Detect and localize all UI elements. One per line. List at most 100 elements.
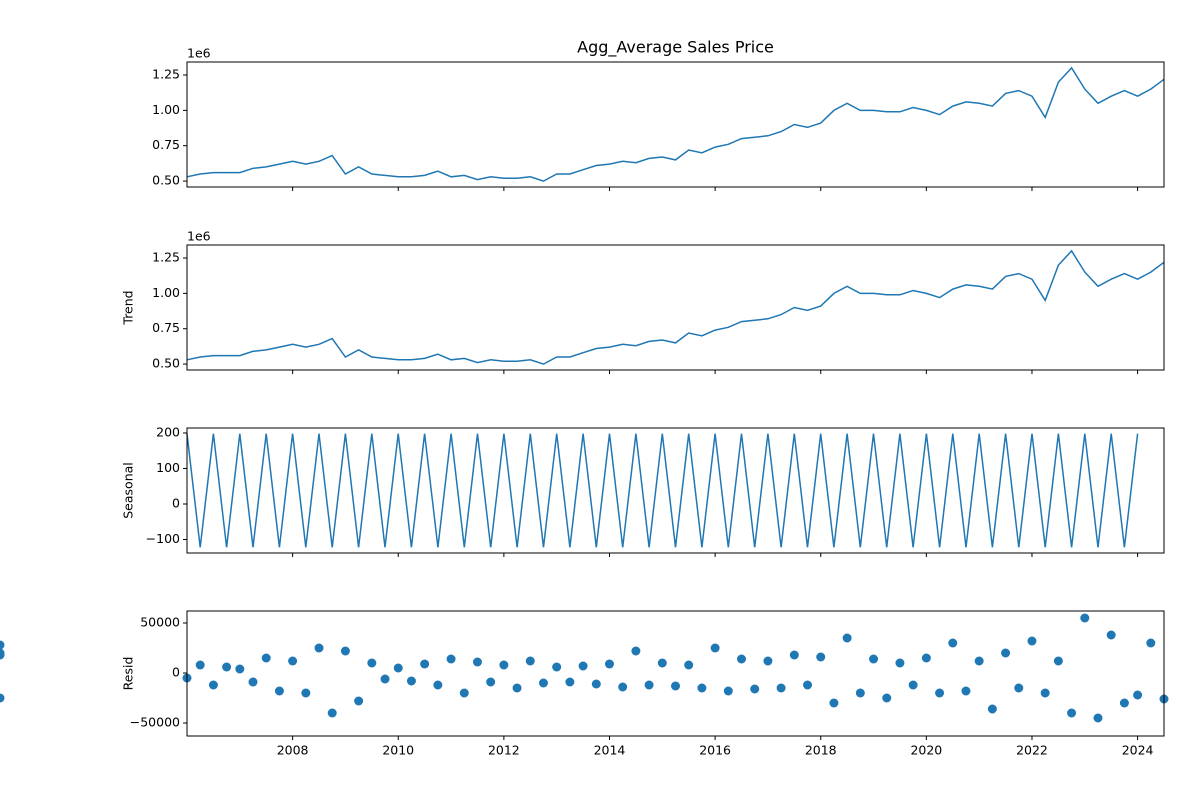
resid-point: [789, 650, 799, 660]
resid-point: [591, 679, 601, 689]
resid-point: [393, 663, 403, 673]
resid-point: [684, 660, 694, 670]
x-tick-label: 2024: [1122, 743, 1154, 758]
panel-frame: [186, 610, 1165, 737]
resid-point: [1093, 713, 1103, 723]
resid-point: [354, 696, 364, 706]
panel-frame: [186, 61, 1165, 188]
resid-point: [710, 643, 720, 653]
resid-point: [750, 684, 760, 694]
resid-point: [248, 677, 258, 687]
resid-point: [618, 682, 628, 692]
resid-point: [340, 646, 350, 656]
resid-point: [380, 674, 390, 684]
resid-point: [301, 688, 311, 698]
resid-point: [1146, 638, 1156, 648]
resid-point: [0, 648, 5, 658]
y-tick-label: 1.00: [152, 285, 180, 300]
resid-point: [288, 656, 298, 666]
resid-point: [961, 686, 971, 696]
resid-point: [486, 677, 496, 687]
y-tick-label: 200: [156, 424, 180, 439]
resid-point: [882, 693, 892, 703]
resid-point: [921, 653, 931, 663]
resid-point: [987, 704, 997, 714]
resid-point: [855, 688, 865, 698]
y-tick-label: 1.00: [152, 102, 180, 117]
x-tick-label: 2008: [277, 743, 309, 758]
resid-point: [406, 676, 416, 686]
resid-point: [499, 660, 509, 670]
resid-point: [948, 638, 958, 648]
resid-point: [631, 646, 641, 656]
y-tick-label: 0.75: [152, 320, 180, 335]
resid-point: [842, 633, 852, 643]
series-line: [186, 433, 1139, 548]
resid-point: [1080, 613, 1090, 623]
x-tick-label: 2018: [805, 743, 837, 758]
resid-point: [657, 658, 667, 668]
resid-point: [803, 680, 813, 690]
resid-point: [697, 683, 707, 693]
y-tick-label: −100: [146, 531, 180, 546]
resid-point: [1027, 636, 1037, 646]
panel-title: Agg_Average Sales Price: [577, 38, 774, 58]
resid-point: [1119, 698, 1129, 708]
resid-point: [512, 683, 522, 693]
resid-point: [0, 693, 5, 703]
y-tick-label: 0.50: [152, 173, 180, 188]
resid-point: [235, 664, 245, 674]
resid-point: [829, 698, 839, 708]
resid-point: [420, 659, 430, 669]
resid-point: [671, 681, 680, 691]
resid-point: [446, 654, 456, 664]
resid-point: [869, 654, 879, 664]
resid-point: [1014, 683, 1024, 693]
resid-point: [314, 643, 324, 653]
resid-point: [274, 686, 284, 696]
resid-point: [327, 708, 337, 718]
resid-point: [935, 688, 945, 698]
resid-point: [195, 660, 205, 670]
y-tick-label: 50000: [140, 615, 180, 630]
resid-point: [538, 678, 548, 688]
y-tick-label: 0: [172, 495, 180, 510]
resid-point: [776, 683, 786, 693]
resid-point: [367, 658, 377, 668]
x-tick-label: 2014: [594, 743, 626, 758]
x-tick-label: 2016: [699, 743, 731, 758]
resid-point: [1001, 648, 1011, 658]
y-axis-label: Resid: [121, 657, 136, 691]
resid-point: [459, 688, 469, 698]
x-tick-label: 2012: [488, 743, 520, 758]
series-line: [186, 249, 1165, 365]
y-axis-label: Seasonal: [121, 462, 136, 519]
resid-point: [1106, 630, 1116, 640]
resid-point: [525, 656, 535, 666]
panel-frame: [186, 244, 1165, 371]
x-tick-label: 2022: [1016, 743, 1048, 758]
offset-label: 1e6: [187, 229, 211, 244]
y-tick-label: 1.25: [152, 250, 180, 265]
resid-point: [895, 658, 905, 668]
y-tick-label: 0.50: [152, 356, 180, 371]
offset-label: 1e6: [187, 46, 211, 61]
resid-point: [723, 686, 733, 696]
x-tick-label: 2020: [910, 743, 942, 758]
resid-point: [737, 654, 747, 664]
resid-point: [1053, 656, 1063, 666]
panel-frame: [186, 427, 1165, 554]
y-tick-label: 1.25: [152, 67, 180, 82]
resid-point: [1133, 690, 1143, 700]
resid-point: [208, 680, 218, 690]
resid-point: [433, 680, 443, 690]
resid-point: [908, 680, 918, 690]
series-line: [186, 66, 1165, 182]
y-axis-label: Trend: [121, 290, 136, 325]
resid-point: [1040, 688, 1050, 698]
resid-point: [763, 656, 773, 666]
resid-point: [816, 652, 826, 662]
resid-point: [472, 657, 482, 667]
resid-point: [578, 661, 588, 671]
